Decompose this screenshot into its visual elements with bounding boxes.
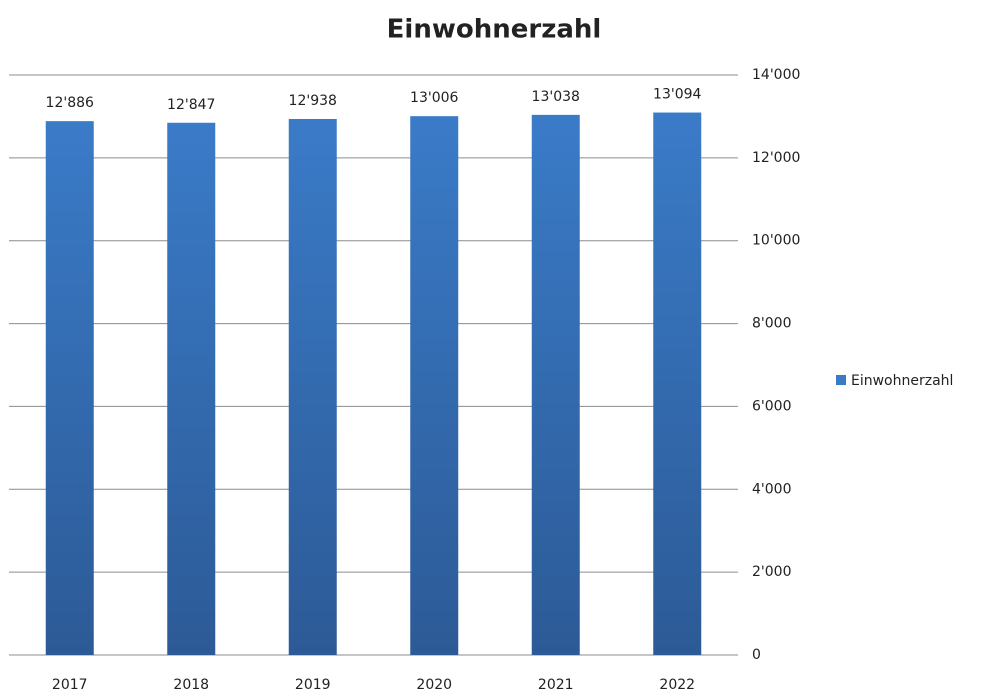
bar [167,122,216,655]
data-label: 13'094 [653,87,701,103]
y-tick-label: 10'000 [752,233,800,249]
bar [653,112,702,655]
x-tick-label: 2019 [295,677,331,691]
legend-swatch [836,375,846,385]
x-tick-label: 2020 [416,677,452,691]
data-label: 12'847 [167,97,215,113]
y-tick-label: 0 [752,647,761,663]
x-tick-label: 2021 [538,677,574,691]
bar [531,114,580,655]
y-tick-label: 12'000 [752,150,800,166]
bar [288,118,337,656]
data-label: 12'886 [46,95,94,111]
x-tick-label: 2017 [52,677,88,691]
bar [410,116,459,656]
y-tick-label: 14'000 [752,67,800,83]
x-tick-label: 2022 [659,677,695,691]
y-tick-label: 6'000 [752,398,791,414]
data-label: 13'038 [532,89,580,105]
y-tick-label: 8'000 [752,316,791,332]
chart-title: Einwohnerzahl [387,15,602,45]
y-tick-label: 4'000 [752,481,791,497]
data-label: 12'938 [289,93,337,109]
legend-label: Einwohnerzahl [851,373,953,389]
x-tick-label: 2018 [173,677,209,691]
y-tick-label: 2'000 [752,564,791,580]
data-label: 13'006 [410,90,458,106]
bar [45,121,94,655]
